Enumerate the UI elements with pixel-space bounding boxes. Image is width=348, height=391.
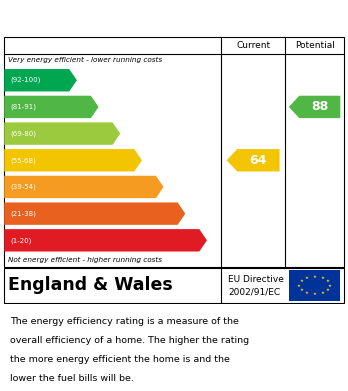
Text: ★: ★: [297, 283, 301, 287]
Text: (69-80): (69-80): [10, 130, 37, 137]
Text: ★: ★: [326, 288, 330, 292]
Text: ★: ★: [326, 279, 330, 283]
Polygon shape: [4, 203, 185, 225]
Text: ★: ★: [305, 276, 309, 280]
Text: the more energy efficient the home is and the: the more energy efficient the home is an…: [10, 355, 230, 364]
Text: lower the fuel bills will be.: lower the fuel bills will be.: [10, 375, 134, 384]
Text: G: G: [208, 234, 218, 247]
Text: overall efficiency of a home. The higher the rating: overall efficiency of a home. The higher…: [10, 336, 250, 345]
Text: 64: 64: [250, 154, 267, 167]
Text: Very energy efficient - lower running costs: Very energy efficient - lower running co…: [8, 57, 162, 63]
Polygon shape: [4, 176, 164, 198]
Text: D: D: [143, 154, 152, 167]
Text: B: B: [99, 100, 108, 113]
Polygon shape: [4, 122, 120, 145]
Polygon shape: [4, 149, 142, 172]
Text: ★: ★: [313, 275, 317, 279]
Text: (1-20): (1-20): [10, 237, 32, 244]
Polygon shape: [289, 96, 340, 118]
Text: F: F: [186, 207, 194, 220]
Text: Current: Current: [236, 41, 270, 50]
Text: Energy Efficiency Rating: Energy Efficiency Rating: [64, 11, 284, 26]
Text: (21-38): (21-38): [10, 210, 36, 217]
Text: Potential: Potential: [295, 41, 334, 50]
Text: 88: 88: [311, 100, 329, 113]
Text: 2002/91/EC: 2002/91/EC: [228, 288, 280, 297]
Text: ★: ★: [313, 292, 317, 296]
Text: (55-68): (55-68): [10, 157, 36, 163]
Text: (92-100): (92-100): [10, 77, 41, 84]
Text: ★: ★: [299, 288, 303, 292]
Text: EU Directive: EU Directive: [228, 275, 284, 284]
Text: C: C: [121, 127, 130, 140]
Polygon shape: [4, 229, 207, 251]
Text: ★: ★: [328, 283, 332, 287]
Text: Not energy efficient - higher running costs: Not energy efficient - higher running co…: [8, 257, 162, 264]
Text: (81-91): (81-91): [10, 104, 37, 110]
Text: ★: ★: [321, 291, 324, 295]
Polygon shape: [227, 149, 279, 172]
Text: The energy efficiency rating is a measure of the: The energy efficiency rating is a measur…: [10, 317, 239, 326]
Text: ★: ★: [299, 279, 303, 283]
Polygon shape: [4, 96, 98, 118]
Text: E: E: [164, 181, 172, 194]
Text: England & Wales: England & Wales: [8, 276, 172, 294]
Text: (39-54): (39-54): [10, 184, 36, 190]
Text: ★: ★: [321, 276, 324, 280]
Polygon shape: [4, 69, 77, 91]
Bar: [289, 270, 340, 301]
Text: ★: ★: [305, 291, 309, 295]
Text: A: A: [78, 74, 87, 87]
